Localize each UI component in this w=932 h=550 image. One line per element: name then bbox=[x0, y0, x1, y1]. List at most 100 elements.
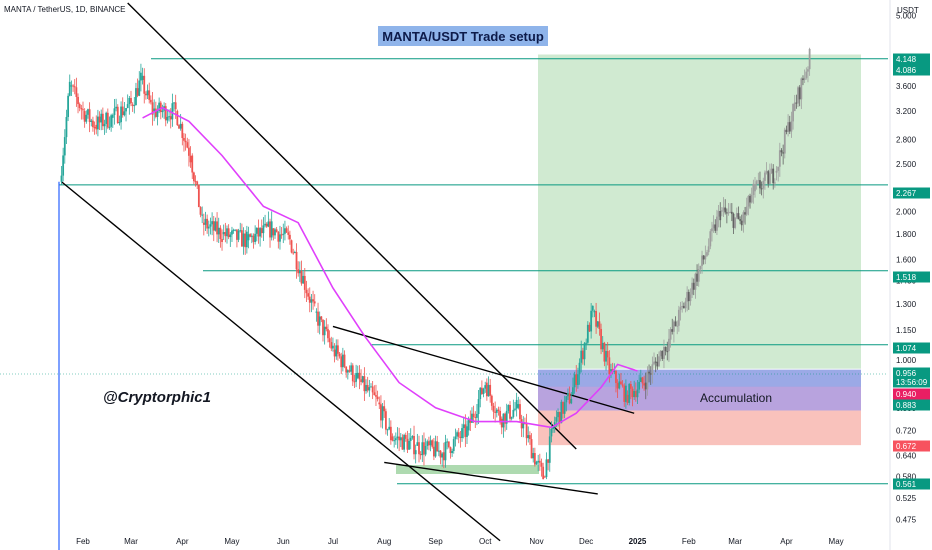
y-tick-label: 2.000 bbox=[896, 208, 917, 217]
candle-body bbox=[783, 129, 786, 154]
candle-body bbox=[464, 424, 467, 437]
candle-body bbox=[418, 442, 420, 455]
candle-body bbox=[669, 329, 672, 340]
y-tick-label: 2.800 bbox=[896, 136, 917, 145]
candle-body bbox=[409, 437, 412, 441]
candle-body bbox=[110, 115, 113, 127]
candle-body bbox=[173, 102, 175, 104]
candle-body bbox=[500, 418, 503, 428]
candle-body bbox=[335, 345, 338, 357]
entry-band bbox=[538, 369, 861, 387]
candle-body bbox=[762, 180, 765, 189]
candle-body bbox=[285, 228, 288, 233]
candle-body bbox=[60, 175, 63, 182]
candle-body bbox=[131, 104, 134, 106]
candle-body bbox=[535, 461, 538, 465]
candle-body bbox=[451, 450, 454, 454]
candle-body bbox=[284, 228, 286, 234]
candle-body bbox=[668, 338, 670, 352]
candle-body bbox=[795, 102, 798, 104]
candle-body bbox=[808, 48, 811, 70]
candle-body bbox=[151, 102, 154, 115]
candle-body bbox=[93, 127, 96, 129]
candle-body bbox=[744, 212, 746, 215]
candle-body bbox=[356, 372, 359, 378]
candle-body bbox=[199, 207, 202, 215]
candle-body bbox=[267, 221, 270, 227]
candle-body bbox=[479, 387, 482, 400]
candle-body bbox=[497, 409, 500, 411]
candle-body bbox=[255, 227, 258, 234]
candle-body bbox=[419, 454, 422, 456]
candle-body bbox=[376, 396, 379, 400]
candle-body bbox=[398, 436, 401, 441]
candle-body bbox=[310, 299, 313, 303]
accumulation-label: Accumulation bbox=[700, 391, 772, 405]
candle-body bbox=[322, 319, 324, 336]
candle-body bbox=[143, 75, 146, 94]
candle-body bbox=[502, 413, 505, 428]
candle-body bbox=[340, 356, 343, 368]
candle-body bbox=[78, 104, 81, 109]
candle-body bbox=[68, 81, 71, 96]
candle-body bbox=[130, 98, 132, 104]
y-tick-label: 5.000 bbox=[896, 12, 917, 21]
price-tag-label: 1.518 bbox=[896, 273, 917, 282]
candle-body bbox=[393, 440, 396, 442]
candle-body bbox=[467, 418, 470, 431]
candle-body bbox=[92, 120, 94, 128]
candle-body bbox=[436, 441, 439, 452]
candle-body bbox=[504, 413, 506, 424]
candle-body bbox=[578, 362, 581, 375]
candle-body bbox=[116, 106, 119, 124]
candle-body bbox=[643, 383, 646, 386]
candle-body bbox=[573, 374, 576, 388]
candle-body bbox=[691, 282, 694, 295]
candle-body bbox=[274, 229, 276, 236]
price-tag-bg bbox=[893, 53, 930, 65]
candle-body bbox=[457, 432, 460, 437]
candle-body bbox=[406, 438, 409, 450]
candle-body bbox=[509, 404, 511, 419]
price-tag-label: 2.267 bbox=[896, 189, 917, 198]
candle-body bbox=[343, 354, 346, 367]
candle-body bbox=[676, 325, 679, 327]
candle-body bbox=[216, 221, 218, 235]
candle-body bbox=[484, 385, 487, 389]
candle-body bbox=[297, 269, 300, 274]
candle-body bbox=[186, 142, 189, 148]
candle-body bbox=[204, 218, 207, 225]
candle-body bbox=[692, 282, 695, 290]
candle-body bbox=[327, 329, 329, 339]
candle-body bbox=[790, 121, 793, 132]
candle-body bbox=[315, 311, 318, 313]
candle-body bbox=[456, 432, 458, 437]
candle-body bbox=[140, 72, 142, 81]
candle-body bbox=[431, 440, 434, 447]
candle-body bbox=[646, 371, 649, 390]
candle-body bbox=[350, 365, 353, 372]
candle-body bbox=[785, 129, 788, 132]
candle-body bbox=[626, 394, 629, 403]
candle-body bbox=[365, 385, 367, 392]
candle-body bbox=[307, 293, 310, 297]
candle-body bbox=[628, 384, 631, 403]
candle-body bbox=[236, 229, 238, 240]
candle-body bbox=[596, 321, 599, 327]
candle-body bbox=[659, 350, 662, 357]
candle-body bbox=[719, 210, 722, 221]
x-tick-label: Jul bbox=[328, 537, 338, 546]
candle-body bbox=[707, 246, 710, 253]
candle-body bbox=[305, 289, 308, 294]
candle-body bbox=[639, 377, 642, 382]
candle-body bbox=[227, 228, 230, 238]
candle-body bbox=[765, 171, 768, 173]
candle-body bbox=[428, 441, 430, 446]
candle-body bbox=[454, 436, 457, 440]
candle-body bbox=[562, 401, 564, 414]
candle-body bbox=[560, 401, 563, 424]
candle-body bbox=[98, 116, 101, 123]
price-tag-label: 1.074 bbox=[896, 344, 917, 353]
candle-body bbox=[752, 183, 755, 196]
